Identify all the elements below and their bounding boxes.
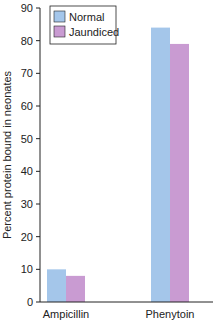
legend-swatch	[54, 11, 65, 22]
y-tick-label: 0	[27, 296, 33, 308]
y-tick	[36, 236, 40, 237]
legend: Normal Jaundiced	[50, 6, 119, 44]
y-tick-label: 50	[21, 133, 33, 145]
y-tick-label: 10	[21, 263, 33, 275]
y-axis	[40, 8, 41, 302]
legend-box	[50, 6, 116, 44]
y-tick-label: 70	[21, 67, 33, 79]
y-tick-label: 20	[21, 231, 33, 243]
y-axis-label: Percent protein bound in neonates	[1, 70, 13, 239]
bar	[66, 276, 85, 302]
y-tick	[36, 73, 40, 74]
x-tick-label: Ampicillin	[43, 308, 89, 320]
legend-label: Normal	[69, 11, 104, 23]
y-tick	[36, 138, 40, 139]
x-axis	[40, 302, 213, 303]
y-tick	[36, 302, 40, 303]
bar	[170, 44, 189, 302]
x-tick-label: Phenytoin	[146, 308, 195, 320]
legend-label: Jaundiced	[69, 26, 119, 38]
y-tick	[36, 171, 40, 172]
bar	[151, 28, 170, 302]
y-tick	[36, 40, 40, 41]
legend-swatch	[54, 26, 65, 37]
bar	[47, 269, 66, 302]
y-tick-label: 60	[21, 100, 33, 112]
y-tick	[36, 269, 40, 270]
y-tick	[36, 204, 40, 205]
y-tick	[36, 106, 40, 107]
chart-container: 0 10 20 30 40 50 60 70 80 90 Percent protein bound…	[0, 0, 219, 328]
y-tick-label: 30	[21, 198, 33, 210]
chart-svg: 0 10 20 30 40 50 60 70 80 90 Percent protein bound…	[0, 0, 219, 328]
y-tick-label: 40	[21, 165, 33, 177]
bars	[47, 28, 189, 302]
y-tick	[36, 8, 40, 9]
y-tick-label: 80	[21, 35, 33, 47]
y-tick-label: 90	[21, 2, 33, 14]
